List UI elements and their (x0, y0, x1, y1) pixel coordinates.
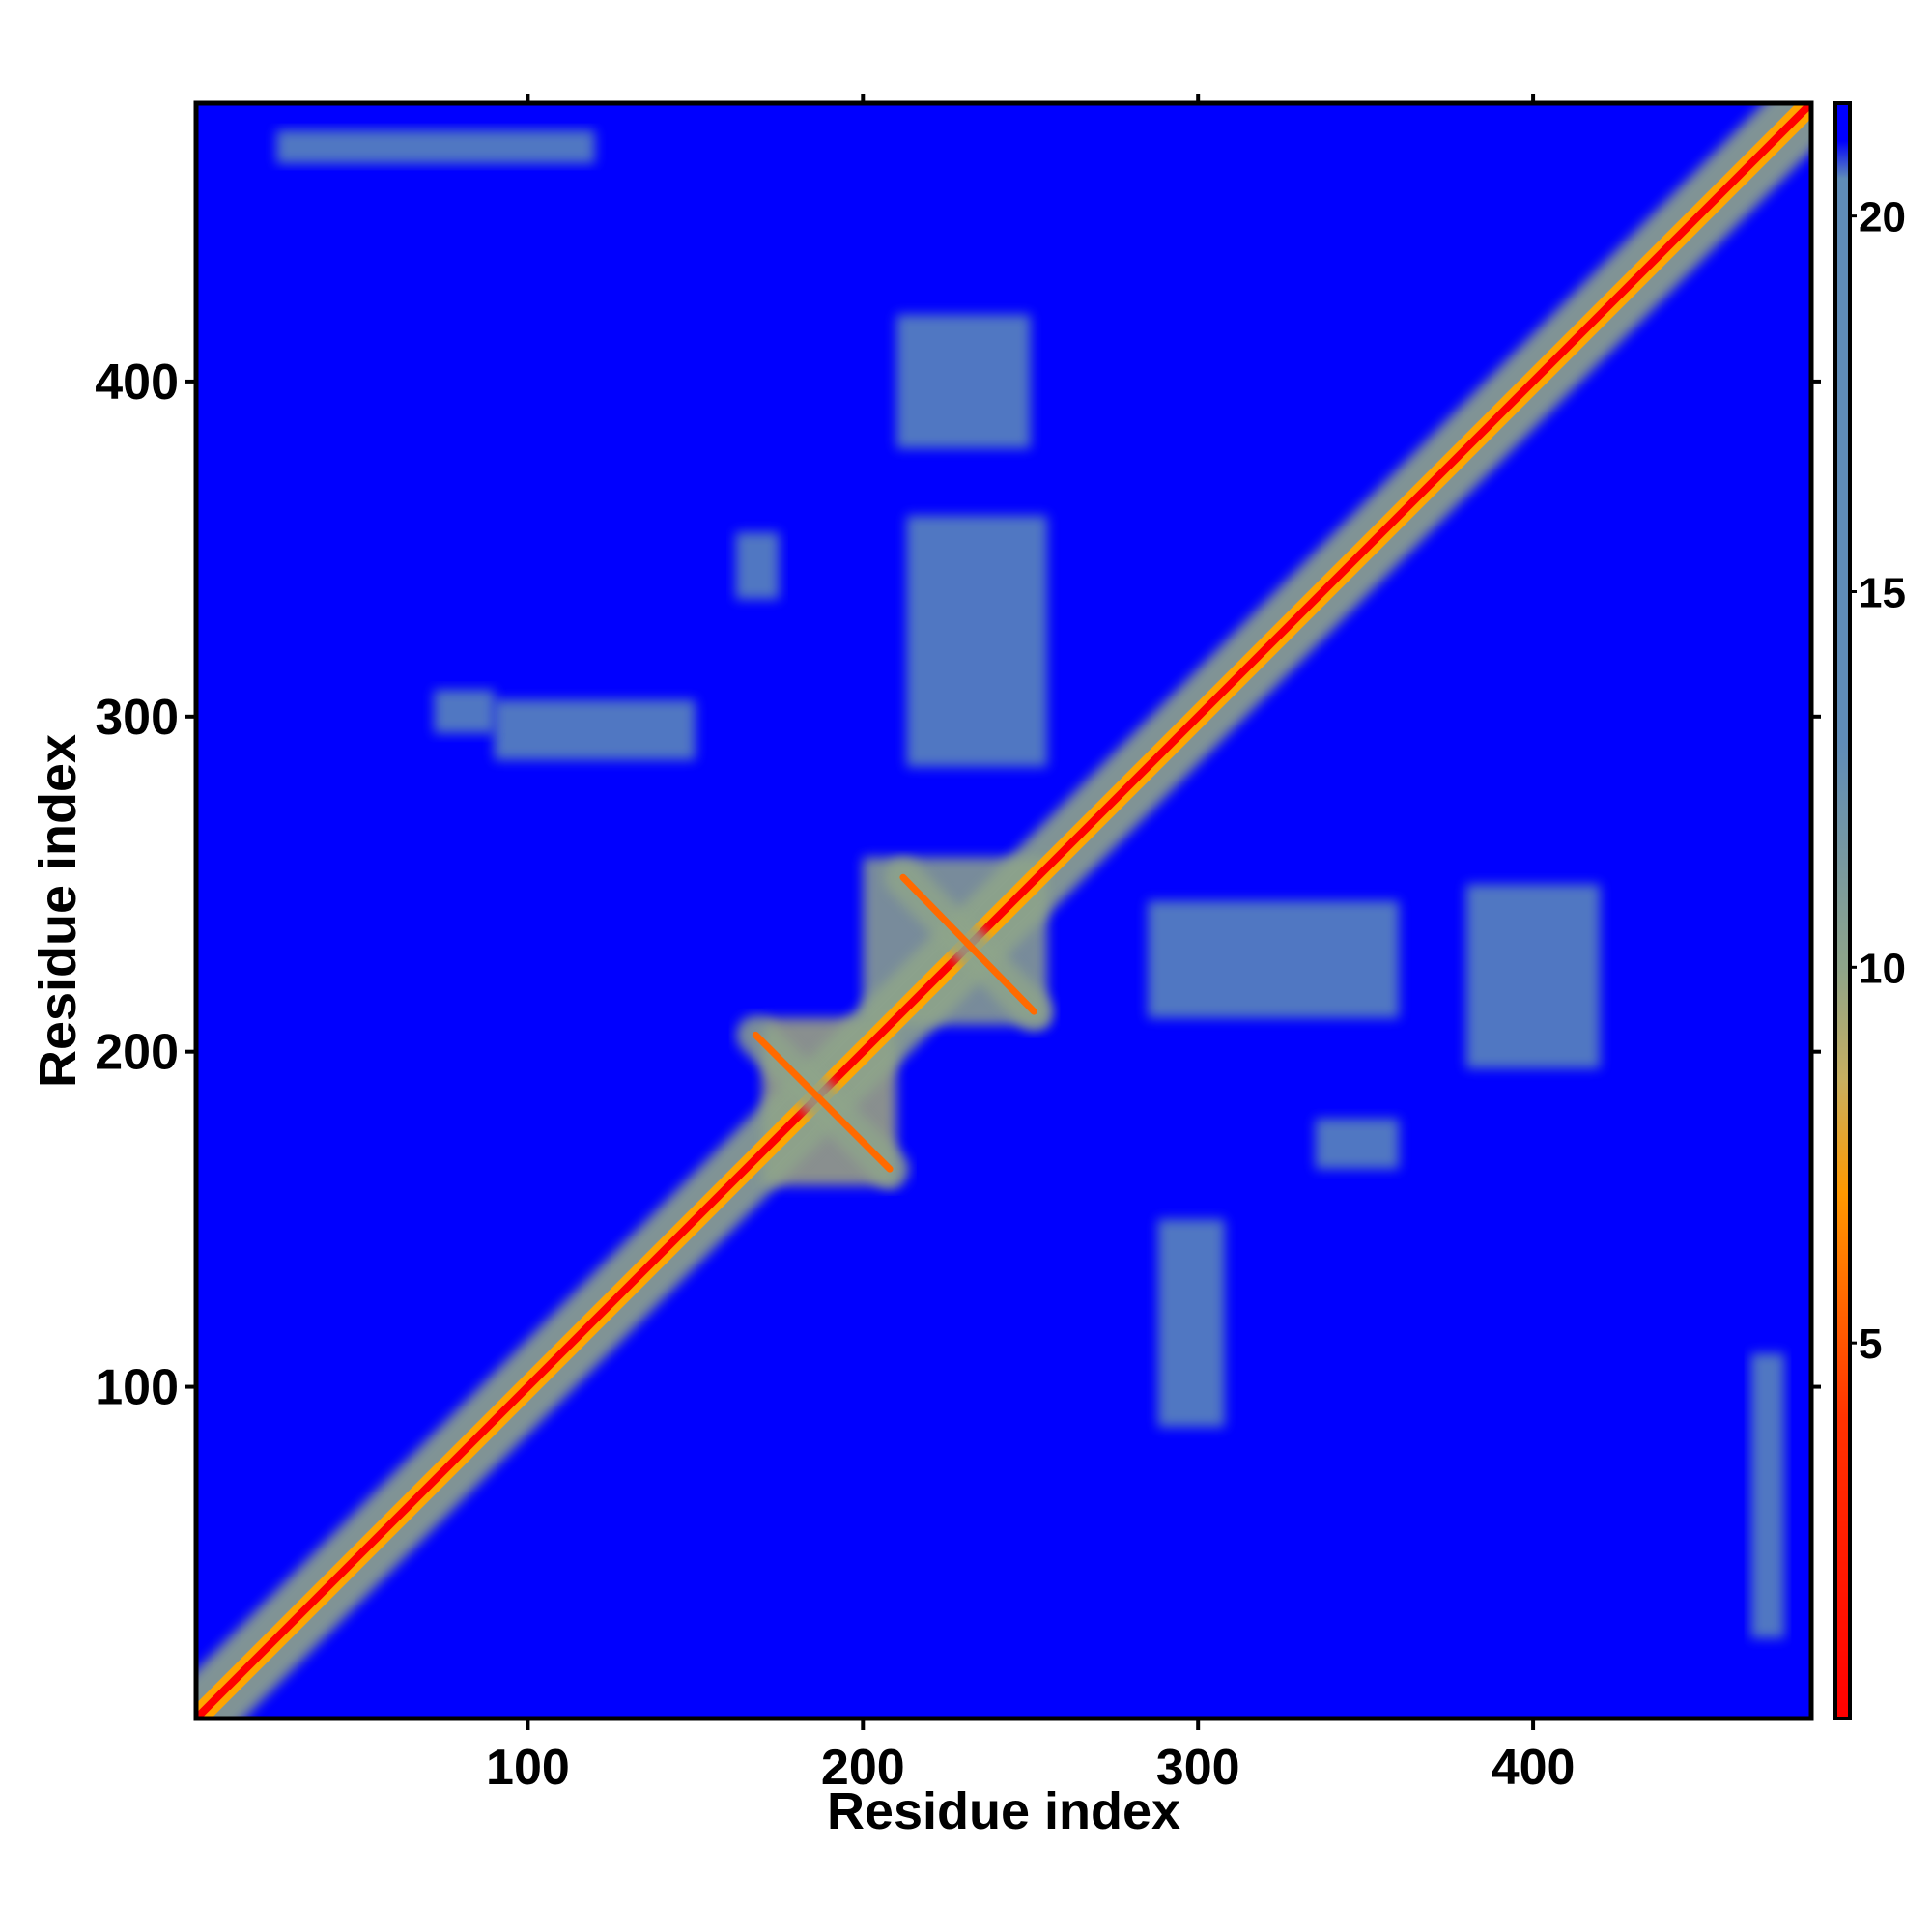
colorbar-tick-label: 5 (1859, 1321, 1882, 1368)
line-feature (752, 1031, 894, 1173)
colorbar-tick-label: 15 (1859, 569, 1906, 616)
colorbar-ticks: 5 10 15 20 (1850, 194, 1906, 1368)
heatmap-plot (196, 103, 1811, 1719)
heatmap-region (1148, 900, 1400, 1019)
line-feature (899, 873, 1037, 1015)
heatmap-region (276, 129, 595, 164)
heatmap-region (735, 532, 780, 600)
heatmap-region (906, 515, 1048, 767)
heatmap-region (1157, 1219, 1225, 1428)
heatmap-diagonal (196, 103, 1811, 1719)
x-axis-title: Residue index (827, 1782, 1180, 1840)
x-axis: 100 200 300 400 (486, 94, 1575, 1796)
heatmap-region (1750, 1352, 1785, 1638)
plot-frame (193, 100, 1814, 1721)
colorbar-tick-label: 10 (1859, 945, 1906, 992)
x-tick-label: 200 (821, 1740, 905, 1796)
heatmap-region (895, 314, 1031, 449)
y-axis-title: Residue index (29, 734, 87, 1088)
heatmap-region (434, 690, 495, 734)
x-tick-label: 400 (1492, 1740, 1576, 1796)
y-tick-label: 300 (95, 690, 179, 746)
heatmap-region (494, 699, 696, 760)
diagonal-core (196, 103, 1811, 1719)
y-tick-label: 100 (95, 1360, 179, 1416)
y-tick-label: 200 (95, 1025, 179, 1081)
heatmap-line-features (736, 858, 1054, 1189)
colorbar-tick-label: 20 (1859, 194, 1906, 242)
heatmap-region (1465, 884, 1601, 1069)
heatmap-region (1315, 1119, 1400, 1170)
colorbar: 5 10 15 20 (1833, 101, 1906, 1720)
x-tick-label: 300 (1156, 1740, 1240, 1796)
y-tick-label: 400 (95, 355, 179, 411)
y-axis: 100 200 300 400 (95, 355, 1821, 1416)
x-tick-label: 100 (486, 1740, 570, 1796)
colorbar-gradient (1835, 103, 1850, 1719)
colorbar-frame (1833, 101, 1852, 1720)
